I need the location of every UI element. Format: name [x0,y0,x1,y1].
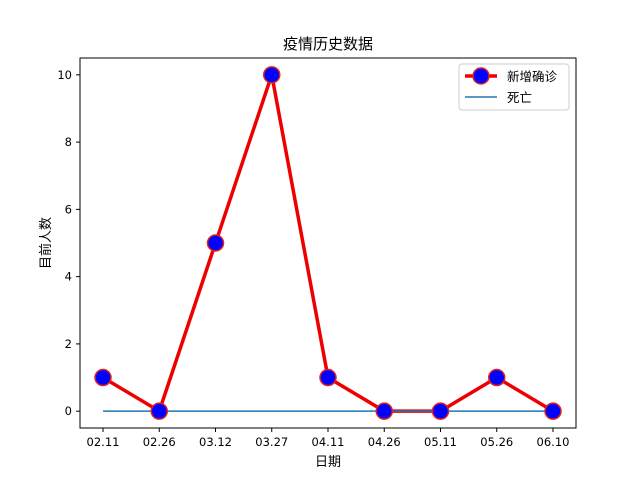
series-layer [94,66,562,420]
data-point-confirmed [263,66,281,84]
x-tick-label: 02.11 [87,435,120,449]
plot-frame [79,57,577,429]
y-tick-label: 8 [65,135,72,149]
data-point-confirmed [94,368,112,387]
x-tick-label: 02.26 [143,435,176,449]
y-tick-label: 2 [65,337,72,351]
x-tick-label: 03.12 [199,435,232,449]
data-point-confirmed [488,368,506,387]
y-axis-label: 目前人数 [38,217,54,269]
x-tick-label: 03.27 [255,435,288,449]
y-axis: 0 2 4 6 8 10 [57,68,80,418]
x-axis: 02.11 02.26 03.12 03.27 04.11 04.26 05.11 05.26… [87,428,570,449]
plot-area [79,57,577,429]
y-tick-label: 4 [65,270,72,284]
legend-label-confirmed: 新增确诊 [507,69,558,84]
x-axis-label: 日期 [315,455,341,470]
data-point-confirmed [375,402,393,420]
data-point-confirmed [319,368,337,387]
x-tick-label: 06.10 [537,435,570,449]
data-point-confirmed [544,402,562,420]
x-tick-label: 05.26 [480,435,513,449]
legend-label-deaths: 死亡 [507,90,532,105]
legend-marker-confirmed [472,67,490,85]
x-tick-label: 05.11 [424,435,457,449]
x-tick-label: 04.11 [312,435,345,449]
x-tick-label: 04.26 [368,435,401,449]
data-point-confirmed [206,234,225,252]
data-point-confirmed [150,402,168,420]
data-point-confirmed [431,402,450,420]
chart-title: 疫情历史数据 [283,35,373,53]
legend: 新增确诊 死亡 [458,63,570,111]
y-tick-label: 10 [57,68,72,82]
y-tick-label: 6 [65,202,72,216]
y-tick-label: 0 [65,404,72,418]
